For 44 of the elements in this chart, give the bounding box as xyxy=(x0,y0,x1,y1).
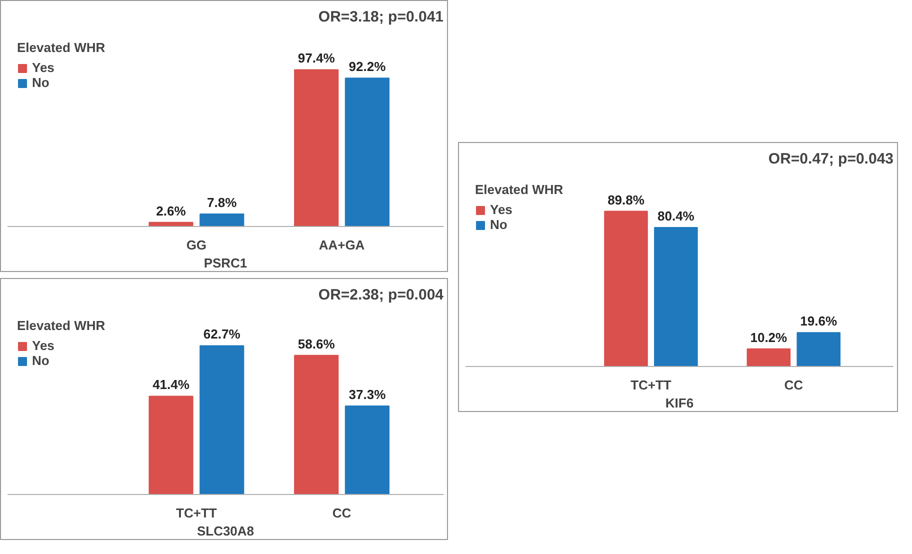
x-tick-label: CC xyxy=(784,378,804,392)
legend-label: Yes xyxy=(32,60,54,75)
legend-label: Yes xyxy=(490,202,512,217)
x-axis-title: PSRC1 xyxy=(204,256,248,270)
bar xyxy=(200,213,244,226)
data-label: 37.3% xyxy=(348,386,386,402)
bar xyxy=(294,69,339,226)
data-label: 89.8% xyxy=(608,192,645,208)
x-axis-title: SLC30A8 xyxy=(196,524,254,538)
bar xyxy=(746,348,791,366)
data-label: 92.2% xyxy=(348,59,386,74)
data-label: 41.4% xyxy=(152,377,190,392)
x-tick-label: AA+GA xyxy=(318,238,366,252)
bar xyxy=(796,332,840,366)
bar xyxy=(654,227,698,366)
data-label: 10.2% xyxy=(750,330,788,345)
bar xyxy=(148,396,194,494)
data-label: 2.6% xyxy=(156,203,186,218)
x-tick-label: TC+TT xyxy=(630,378,672,392)
chart-title: OR=0.47; p=0.043 xyxy=(768,150,894,168)
legend-title: Elevated WHR xyxy=(17,318,106,333)
legend-title: Elevated WHR xyxy=(17,40,106,55)
x-axis-title: KIF6 xyxy=(665,396,694,410)
data-label: 97.4% xyxy=(298,50,336,66)
bar xyxy=(604,210,648,366)
bar xyxy=(344,78,390,226)
bar xyxy=(200,345,244,494)
legend-label: No xyxy=(490,217,508,232)
data-label: 58.6% xyxy=(298,336,336,352)
bar xyxy=(344,405,390,494)
legend-label: No xyxy=(32,75,50,90)
x-tick-label: CC xyxy=(332,506,352,520)
chart-title: OR=3.18; p=0.041 xyxy=(318,8,444,26)
data-label: 19.6% xyxy=(800,314,838,329)
data-label: 7.8% xyxy=(207,194,238,210)
data-label: 62.7% xyxy=(203,326,241,342)
legend-title: Elevated WHR xyxy=(475,182,564,197)
bar xyxy=(294,354,339,494)
x-tick-label: TC+TT xyxy=(176,506,217,520)
chart-title: OR=2.38; p=0.004 xyxy=(318,286,444,304)
legend-label: Yes xyxy=(32,338,54,353)
data-label: 80.4% xyxy=(658,208,695,224)
x-tick-label: GG xyxy=(186,238,207,252)
legend-label: No xyxy=(32,353,50,368)
